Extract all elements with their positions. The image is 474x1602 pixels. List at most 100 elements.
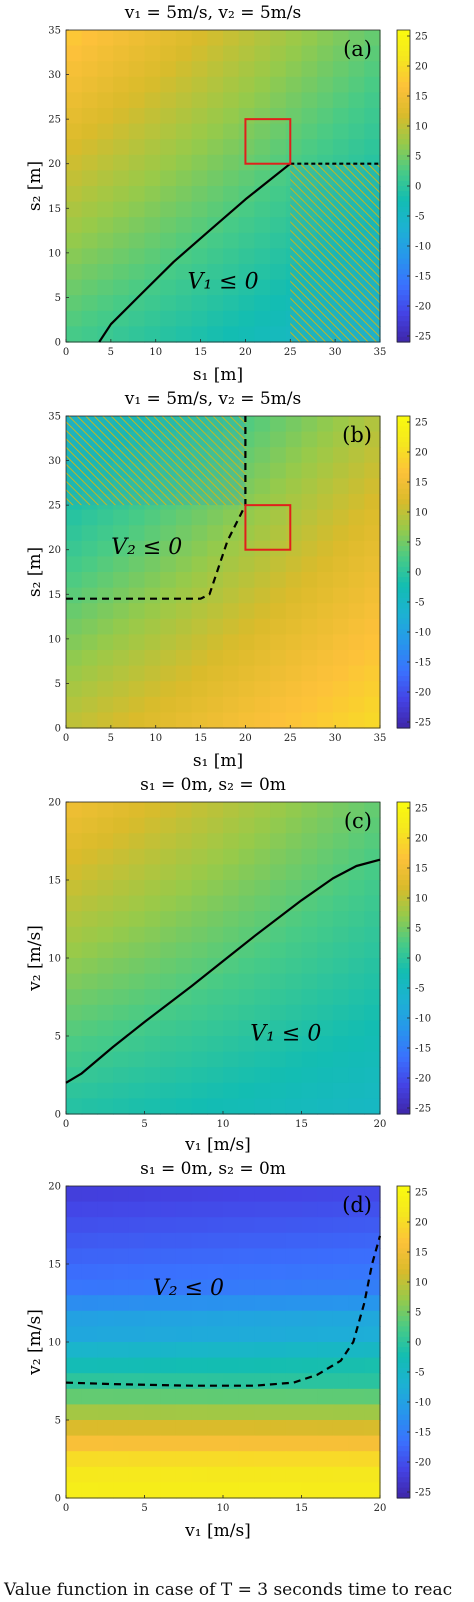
heatmap-cell	[113, 603, 130, 620]
colorbar-segment	[397, 483, 410, 490]
heatmap-cell	[191, 139, 208, 156]
heatmap-cell	[81, 833, 98, 850]
heatmap-cell	[238, 1264, 255, 1281]
heatmap-cell	[301, 1420, 318, 1437]
heatmap-cell	[348, 92, 365, 109]
colorbar-segment	[397, 1487, 410, 1494]
colorbar-segment	[397, 942, 410, 949]
heatmap-cell	[113, 1020, 130, 1037]
heatmap-cell	[207, 650, 224, 667]
heatmap-cell	[285, 942, 303, 959]
heatmap-cell	[332, 1098, 350, 1115]
heatmap-cell	[144, 1020, 161, 1037]
heatmap-cell	[66, 587, 83, 604]
heatmap-cell	[364, 30, 381, 47]
heatmap-cell	[254, 1435, 271, 1452]
heatmap-cell	[301, 958, 318, 975]
heatmap-cell	[160, 895, 177, 912]
heatmap-cell	[270, 848, 287, 865]
heatmap-cell	[113, 139, 130, 156]
heatmap-cell	[97, 572, 114, 589]
colorbar-segment	[397, 1472, 410, 1478]
heatmap-cell	[113, 1082, 130, 1099]
heatmap-cell	[364, 478, 381, 495]
heatmap-cell	[81, 1186, 98, 1203]
heatmap-cell	[175, 279, 193, 296]
heatmap-cell	[113, 1420, 130, 1437]
heatmap-cell	[317, 665, 334, 682]
heatmap-cell	[223, 1451, 240, 1468]
heatmap-cell	[66, 217, 83, 234]
heatmap-cell	[128, 92, 146, 109]
heatmap-cell	[317, 848, 334, 865]
colorbar-segment	[397, 828, 410, 834]
heatmap-cell	[238, 712, 255, 729]
heatmap-cell	[364, 1004, 381, 1021]
heatmap-cell	[160, 279, 177, 296]
heatmap-cell	[270, 108, 287, 125]
heatmap-cell	[285, 1279, 303, 1296]
heatmap-cell	[97, 634, 114, 651]
heatmap-cell	[81, 587, 98, 604]
red-box	[244, 504, 292, 551]
heatmap-cell	[285, 1310, 303, 1327]
colorbar-segment	[397, 1067, 410, 1073]
y-tick-label: 10	[48, 634, 61, 645]
colorbar-segment	[397, 566, 410, 573]
heatmap-cell	[317, 973, 334, 990]
heatmap-cell	[97, 61, 114, 78]
heatmap-cell	[97, 1067, 114, 1084]
heatmap-cell	[317, 61, 334, 78]
heatmap-cell	[223, 1201, 240, 1218]
heatmap-cell	[128, 170, 146, 187]
heatmap-cell	[144, 1264, 161, 1281]
heatmap-cell	[191, 895, 208, 912]
axes-frame	[65, 415, 381, 729]
heatmap-cell	[175, 525, 193, 542]
heatmap-cell	[66, 509, 83, 526]
heatmap-cell	[364, 1295, 381, 1312]
colorbar-segment	[397, 416, 410, 422]
heatmap-cell	[66, 958, 83, 975]
heatmap-cell	[113, 556, 130, 573]
heatmap-cell	[254, 248, 271, 265]
heatmap-cell	[270, 1326, 287, 1343]
heatmap-cell	[270, 1451, 287, 1468]
heatmap-cell	[332, 1004, 350, 1021]
colorbar-segment	[397, 1082, 410, 1089]
colorbar-segment	[397, 802, 410, 808]
heatmap-cell	[348, 1295, 365, 1312]
heatmap-cell	[238, 248, 255, 265]
heatmap-cell	[113, 572, 130, 589]
heatmap-cell	[364, 1186, 381, 1203]
heatmap-cell	[144, 76, 161, 93]
heatmap-cell	[223, 232, 240, 249]
heatmap-cell	[175, 603, 193, 620]
heatmap-cell	[113, 170, 130, 187]
heatmap-cell	[128, 681, 146, 698]
heatmap-cell	[128, 572, 146, 589]
heatmap-cell	[332, 634, 350, 651]
heatmap-cell	[270, 572, 287, 589]
colorbar-segment	[397, 916, 410, 923]
heatmap-cell	[364, 1357, 381, 1374]
heatmap-cell	[144, 681, 161, 698]
heatmap-cell	[238, 1342, 255, 1359]
heatmap-cell	[81, 1295, 98, 1312]
region-label: V₂ ≤ 0	[111, 535, 182, 560]
heatmap-cell	[364, 1373, 381, 1390]
heatmap-cell	[238, 92, 255, 109]
heatmap-cell	[175, 139, 193, 156]
heatmap-cell	[223, 217, 240, 234]
heatmap-cell	[81, 279, 98, 296]
colorbar-segment	[397, 676, 410, 682]
heatmap-cell	[81, 1451, 98, 1468]
heatmap-cell	[160, 1310, 177, 1327]
heatmap-cell	[332, 92, 350, 109]
heatmap-cell	[285, 30, 303, 47]
heatmap-cell	[113, 30, 130, 47]
heatmap-cell	[270, 802, 287, 819]
heatmap-cell	[332, 895, 350, 912]
y-tick-label: 10	[48, 248, 61, 259]
